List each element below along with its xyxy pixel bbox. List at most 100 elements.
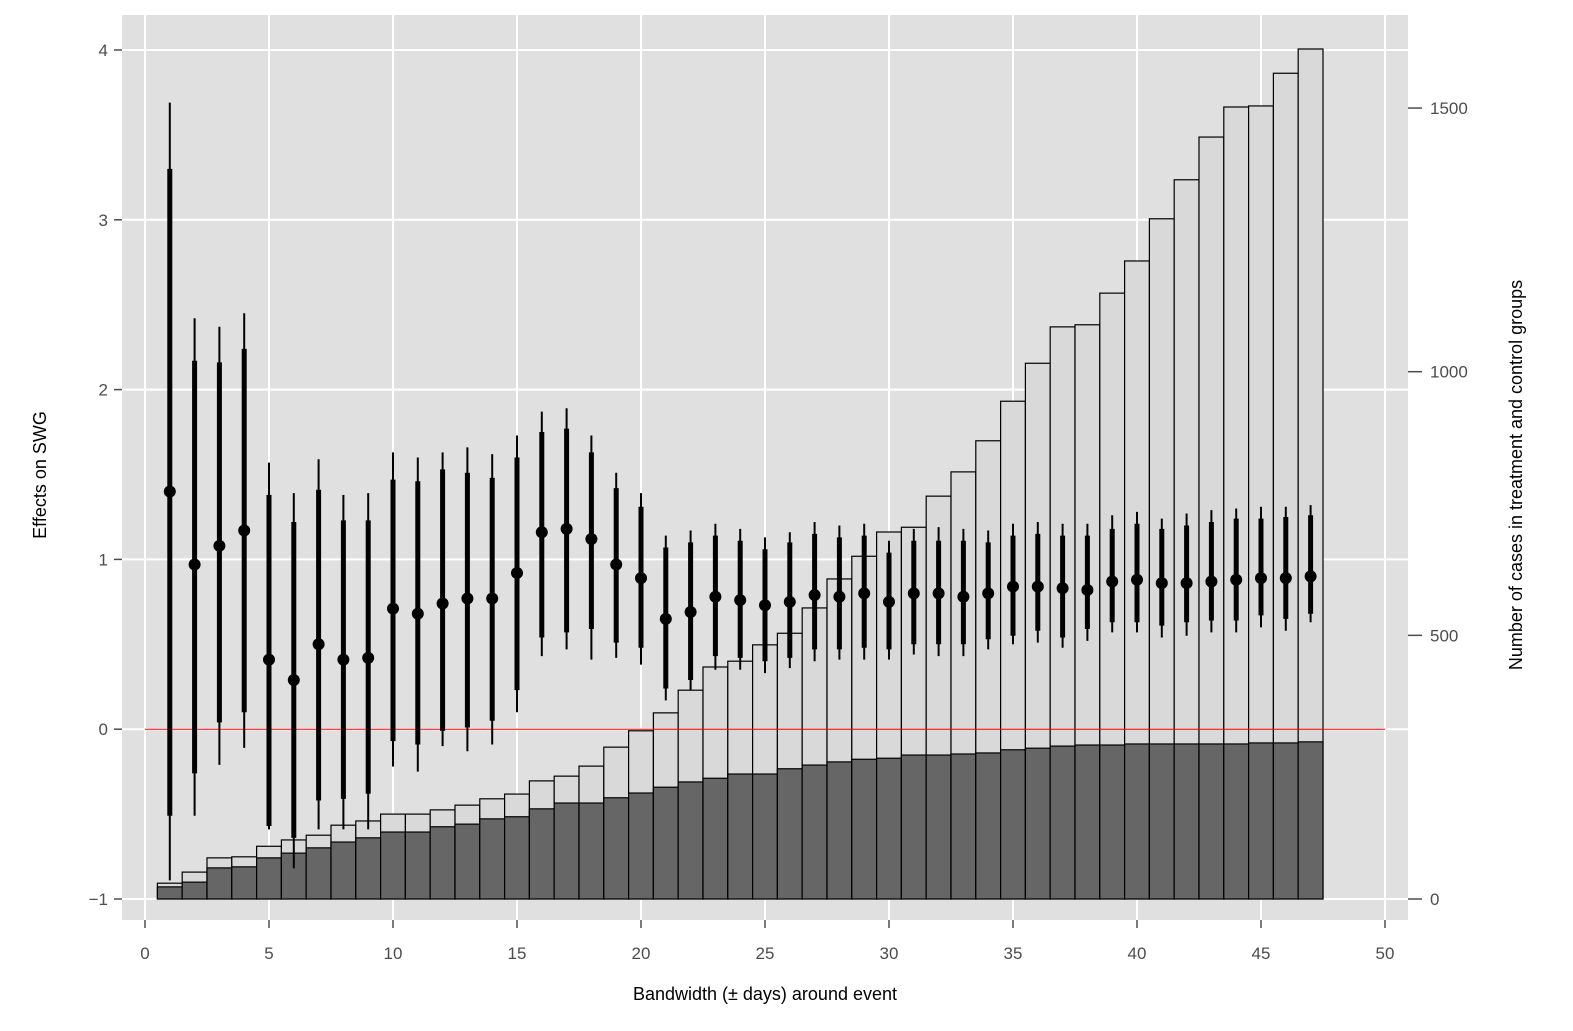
estimate-point [362, 651, 375, 664]
estimate-point [461, 592, 474, 605]
estimate-point [213, 539, 226, 552]
estimate-point [337, 653, 350, 666]
estimate-point [982, 587, 995, 600]
estimate-point [759, 599, 771, 612]
x-tick-label: 30 [880, 944, 899, 963]
estimate-point [808, 589, 821, 602]
estimate-point [1131, 573, 1143, 586]
treated-cases-bar [1247, 742, 1274, 900]
y-tick-label: 1 [99, 550, 108, 569]
treated-cases-bar [256, 857, 283, 900]
estimate-point [511, 566, 523, 579]
treated-cases-bar [627, 792, 654, 900]
treated-cases-bar [975, 752, 1002, 900]
estimate-point [486, 592, 499, 605]
estimate-point [188, 558, 201, 571]
x-tick-label: 40 [1128, 944, 1147, 963]
x-tick-label: 15 [508, 944, 527, 963]
treated-cases-bar [1198, 743, 1225, 900]
x-tick-label: 20 [632, 944, 651, 963]
estimate-point [783, 595, 796, 608]
treated-cases-bar [553, 802, 580, 900]
estimate-point [1304, 570, 1317, 583]
estimate-point [1279, 572, 1292, 585]
treated-cases-bar [479, 818, 506, 900]
estimate-point [312, 638, 325, 651]
estimate-point [535, 526, 548, 539]
estimate-point [709, 590, 722, 603]
estimate-point [1081, 583, 1094, 596]
estimate-point [287, 673, 300, 686]
treated-cases-bar [603, 797, 630, 900]
x-tick-label: 5 [264, 944, 273, 963]
y-tick-label: 4 [99, 41, 108, 60]
treated-cases-bar [1074, 744, 1101, 900]
treated-cases-bar [1148, 743, 1175, 900]
estimate-point [560, 522, 573, 535]
x-axis-label: Bandwidth (± days) around event [633, 984, 897, 1004]
estimate-point [585, 533, 598, 546]
treated-cases-bar [1173, 743, 1200, 900]
y-tick-label: 0 [99, 720, 108, 739]
treated-cases-bar [727, 773, 754, 900]
treated-cases-bar [578, 802, 605, 900]
estimate-point [436, 597, 449, 610]
treated-cases-bar [504, 816, 531, 900]
treated-cases-bar [826, 761, 853, 900]
error-bars [163, 102, 1317, 881]
treated-cases-bar [950, 753, 977, 900]
estimate-point [858, 587, 871, 600]
treated-cases-bar [1223, 743, 1250, 900]
y2-tick-label: 1000 [1430, 363, 1468, 382]
estimate-point [610, 558, 623, 571]
treated-cases-bar [305, 847, 332, 900]
y2-axis-label: Number of cases in treatment and control… [1506, 280, 1526, 670]
treated-cases-bar [206, 867, 233, 900]
treated-cases-bar [702, 777, 729, 900]
estimate-point [263, 653, 275, 666]
treated-cases-bar [454, 823, 481, 900]
estimate-point [957, 590, 970, 603]
treated-cases-bar [1099, 744, 1126, 900]
estimate-point [635, 572, 647, 585]
x-tick-label: 10 [384, 944, 403, 963]
treated-cases-bar [1272, 742, 1299, 900]
treated-cases-bar [875, 757, 902, 900]
x-tick-label: 50 [1376, 944, 1395, 963]
estimate-point [238, 524, 251, 537]
treated-cases-bar [900, 754, 927, 900]
x-tick-label: 35 [1004, 944, 1023, 963]
treated-cases-bar [677, 781, 704, 900]
estimate-point [907, 587, 920, 600]
x-tick-label: 0 [140, 944, 149, 963]
y-tick-label: −1 [89, 890, 108, 909]
estimate-point [1205, 575, 1218, 588]
treated-cases-bar [429, 826, 456, 900]
treated-cases-bar [999, 749, 1026, 900]
treated-cases-bar [528, 808, 555, 900]
treated-cases-bar [404, 831, 431, 900]
estimate-point [883, 595, 895, 608]
y-axis-label: Effects on SWG [30, 411, 50, 539]
treated-cases-bar [925, 754, 952, 900]
y-tick-label: 2 [99, 381, 108, 400]
treated-cases-bar [851, 758, 878, 900]
treated-cases-bar [231, 866, 258, 900]
estimate-point [659, 612, 672, 625]
estimate-point [411, 607, 424, 620]
treated-cases-bar [156, 886, 183, 900]
estimate-point [1255, 572, 1267, 585]
treated-cases-bar [380, 831, 407, 900]
treated-cases-bar [1123, 743, 1150, 900]
estimate-point [1031, 580, 1044, 593]
estimate-point [684, 606, 697, 619]
y2-tick-label: 0 [1430, 890, 1439, 909]
estimate-point [163, 485, 176, 498]
treated-cases-bar [776, 768, 803, 900]
treated-cases-bar [751, 773, 778, 900]
estimate-point [833, 590, 846, 603]
estimate-point [932, 587, 945, 600]
bars [156, 48, 1324, 900]
